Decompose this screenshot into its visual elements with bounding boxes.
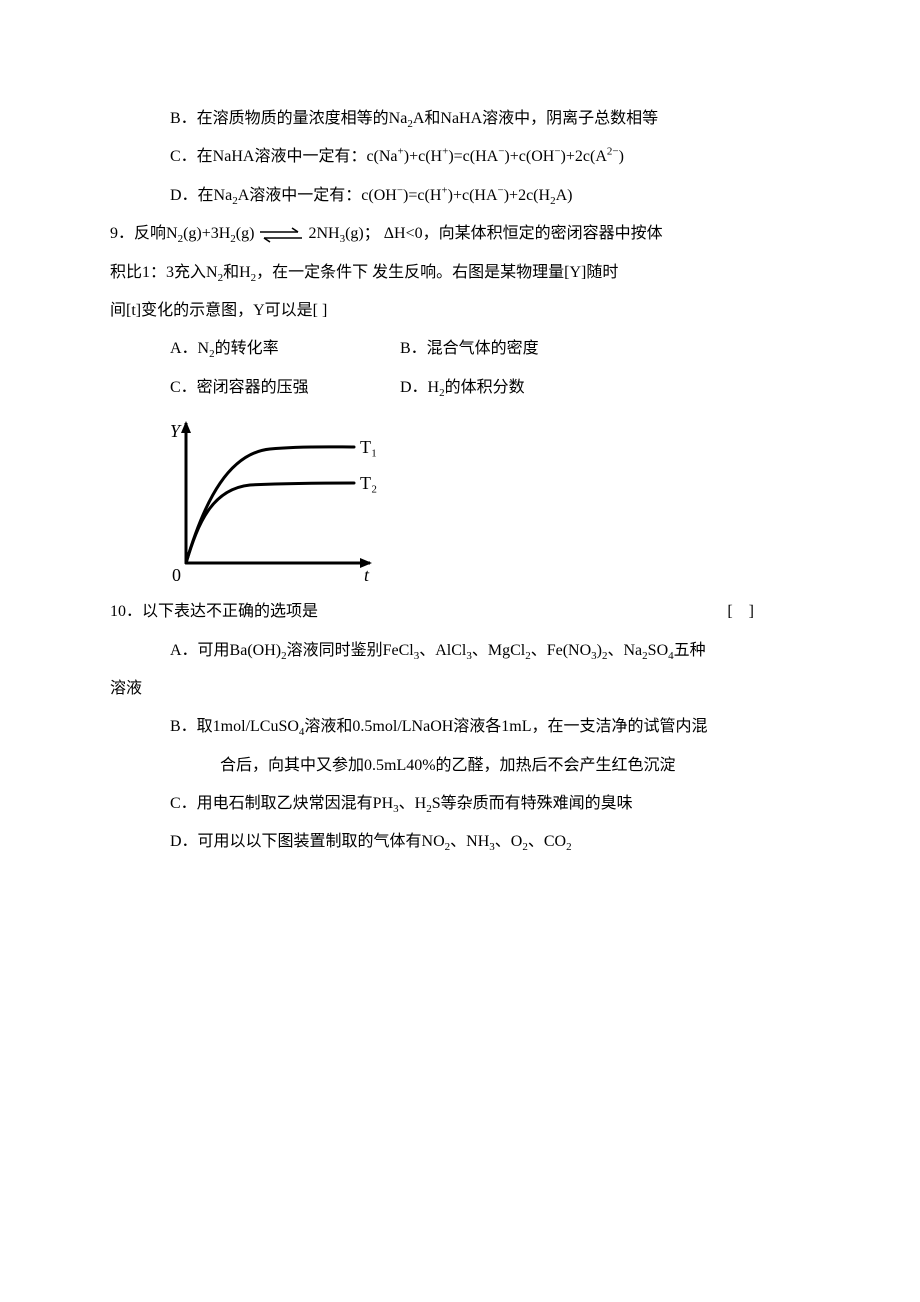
q10-opt-a-line2: 溶液 — [110, 670, 810, 708]
text: 合后，向其中又参加0.5mL40%的乙醛，加热后不会产生红色沉淀 — [220, 757, 676, 774]
q8-opt-c: C．在NaHA溶液中一定有：c(Na+)+c(H+)=c(HA−)+c(OH−)… — [110, 138, 810, 176]
q9-opts-row2: C．密闭容器的压强 D．H2的体积分数 — [110, 369, 810, 407]
text: A溶液中一定有：c(OH — [238, 187, 397, 204]
text: 、NH — [450, 833, 489, 850]
text: )+c(HA — [448, 187, 498, 204]
text: )+2c(H — [504, 187, 550, 204]
text: 的转化率 — [215, 340, 279, 357]
svg-text:t: t — [364, 565, 370, 583]
text: (g)； ΔH<0，向某体积恒定的密闭容器中按体 — [345, 225, 663, 242]
text: SO — [648, 642, 668, 659]
text: (g)+3H — [183, 225, 230, 242]
text: 溶液 — [110, 680, 142, 697]
text: ) — [619, 148, 624, 165]
q9-opt-a: A．N2的转化率 — [170, 330, 400, 368]
text: 、H — [399, 795, 427, 812]
text: )+c(H — [404, 148, 442, 165]
text: C．在NaHA溶液中一定有：c(Na — [170, 148, 398, 165]
text: B．取1mol/LCuSO — [170, 718, 299, 735]
text: A．可用Ba(OH) — [170, 642, 281, 659]
text: 10．以下表达不正确的选项是 — [110, 593, 318, 631]
text: 溶液同时鉴别FeCl — [287, 642, 414, 659]
sup: 2− — [607, 146, 619, 158]
text: S等杂质而有特殊难闻的臭味 — [432, 795, 633, 812]
svg-text:Y: Y — [170, 421, 182, 441]
text: D．在Na — [170, 187, 232, 204]
text: 、CO — [528, 833, 566, 850]
q10-opt-a: A．可用Ba(OH)2溶液同时鉴别FeCl3、AlCl3、MgCl2、Fe(NO… — [110, 632, 810, 670]
text: )+2c(A — [561, 148, 607, 165]
q9-line3: 间[t]变化的示意图，Y可以是[ ] — [110, 292, 810, 330]
text: ，在一定条件下 发生反响。右图是某物理量[Y]随时 — [256, 264, 618, 281]
text: )=c(HA — [448, 148, 498, 165]
svg-text:0: 0 — [172, 565, 181, 583]
text: D．可用以以下图装置制取的气体有NO — [170, 833, 445, 850]
bracket: [ ] — [727, 593, 760, 631]
q10-stem: 10．以下表达不正确的选项是 [ ] — [110, 593, 810, 631]
text: A) — [556, 187, 573, 204]
svg-text:T₁: T₁ — [360, 437, 377, 457]
q9-line2: 积比1：3充入N2和H2，在一定条件下 发生反响。右图是某物理量[Y]随时 — [110, 254, 810, 292]
text: A和NaHA溶液中，阴离子总数相等 — [413, 110, 658, 127]
text: 的体积分数 — [445, 379, 525, 396]
text: 、O — [495, 833, 523, 850]
text: (g) — [236, 225, 259, 242]
text: 9．反响N — [110, 225, 178, 242]
text: 和H — [223, 264, 251, 281]
q9-opt-b: B．混合气体的密度 — [400, 330, 630, 368]
q10-opt-d: D．可用以以下图装置制取的气体有NO2、NH3、O2、CO2 — [110, 823, 810, 861]
q9-opts-row1: A．N2的转化率 B．混合气体的密度 — [110, 330, 810, 368]
q9-graph: Y 0 t T₁ T₂ — [110, 413, 810, 583]
text: 积比1：3充入N — [110, 264, 218, 281]
svg-text:T₂: T₂ — [360, 473, 377, 493]
text: B．在溶质物质的量浓度相等的Na — [170, 110, 407, 127]
text: 、MgCl — [472, 642, 525, 659]
text: )=c(H — [403, 187, 441, 204]
text: C．密闭容器的压强 — [170, 379, 309, 396]
q9-opt-c: C．密闭容器的压强 — [170, 369, 400, 407]
text: 、AlCl — [419, 642, 466, 659]
equilibrium-arrows-icon — [258, 227, 304, 243]
text: C．用电石制取乙炔常因混有PH — [170, 795, 393, 812]
text: D．H — [400, 379, 439, 396]
q10-opt-b-line2: 合后，向其中又参加0.5mL40%的乙醛，加热后不会产生红色沉淀 — [110, 747, 810, 785]
q10-opt-c: C．用电石制取乙炔常因混有PH3、H2S等杂质而有特殊难闻的臭味 — [110, 785, 810, 823]
text: A．N — [170, 340, 209, 357]
sub: 2 — [566, 842, 572, 854]
q8-opt-d: D．在Na2A溶液中一定有：c(OH−)=c(H+)+c(HA−)+2c(H2A… — [110, 177, 810, 215]
q8-opt-b: B．在溶质物质的量浓度相等的Na2A和NaHA溶液中，阴离子总数相等 — [110, 100, 810, 138]
q9-line1: 9．反响N2(g)+3H2(g) 2NH3(g)； ΔH<0，向某体积恒定的密闭… — [110, 215, 810, 253]
q10-opt-b: B．取1mol/LCuSO4溶液和0.5mol/LNaOH溶液各1mL，在一支洁… — [110, 708, 810, 746]
text: B．混合气体的密度 — [400, 340, 539, 357]
text: 五种 — [674, 642, 706, 659]
text: 2NH — [304, 225, 339, 242]
text: 、Na — [608, 642, 643, 659]
q9-opt-d: D．H2的体积分数 — [400, 369, 630, 407]
text: 溶液和0.5mol/LNaOH溶液各1mL，在一支洁净的试管内混 — [304, 718, 707, 735]
graph-svg: Y 0 t T₁ T₂ — [150, 413, 380, 583]
text: 间[t]变化的示意图，Y可以是[ ] — [110, 302, 327, 319]
text: )+c(OH — [504, 148, 554, 165]
text: 、Fe(NO — [531, 642, 591, 659]
